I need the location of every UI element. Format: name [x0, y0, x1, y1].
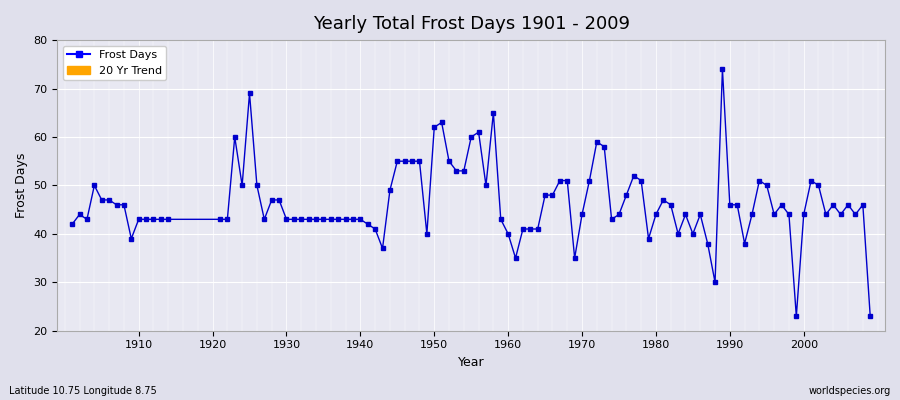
- X-axis label: Year: Year: [458, 356, 484, 369]
- Text: worldspecies.org: worldspecies.org: [809, 386, 891, 396]
- Title: Yearly Total Frost Days 1901 - 2009: Yearly Total Frost Days 1901 - 2009: [312, 15, 630, 33]
- Y-axis label: Frost Days: Frost Days: [15, 153, 28, 218]
- Text: Latitude 10.75 Longitude 8.75: Latitude 10.75 Longitude 8.75: [9, 386, 157, 396]
- Legend: Frost Days, 20 Yr Trend: Frost Days, 20 Yr Trend: [63, 46, 166, 80]
